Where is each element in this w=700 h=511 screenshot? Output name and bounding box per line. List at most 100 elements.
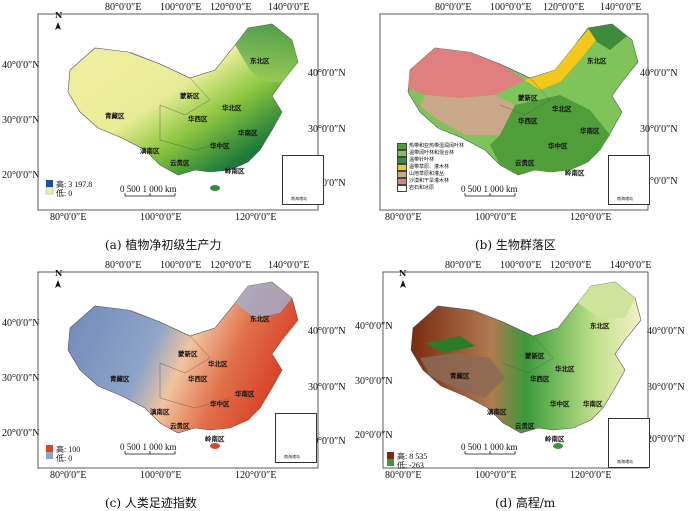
region-dongbei: 东北区 bbox=[587, 57, 607, 65]
scale-bar-label: 0 500 1 000 km bbox=[120, 184, 177, 194]
region-huaxi: 华西区 bbox=[188, 375, 208, 383]
legend-item-desert: 沙漠和干旱灌木林 bbox=[397, 178, 464, 185]
map-elevation bbox=[382, 271, 649, 469]
legend-item-rock-ice: 岩石和冰原 bbox=[397, 185, 464, 192]
region-lingnan: 岭南区 bbox=[545, 435, 565, 443]
coord-top-140: 140°0′0″E bbox=[610, 260, 652, 271]
coord-top-100: 100°0′0″E bbox=[490, 2, 532, 13]
legend-item-montane: 山地草原和灌丛 bbox=[397, 171, 464, 178]
region-qingzang: 青藏区 bbox=[450, 372, 470, 380]
panel-human-footprint: 80°0′0″E 100°0′0″E 120°0′0″E 140°0′0″E 4… bbox=[2, 258, 346, 488]
legend-item-temperate-conifer: 温带针叶林 bbox=[397, 157, 464, 164]
caption-a: (a) 植物净初级生产力 bbox=[105, 238, 222, 252]
coord-bottom-80: 80°0′0″E bbox=[385, 470, 422, 481]
legend-npp: 高: 3 197.8 低: 0 bbox=[56, 180, 92, 198]
coord-top-100: 100°0′0″E bbox=[160, 2, 202, 13]
legend-item-tropical: 热带和亚热带湿润阔叶林 bbox=[397, 143, 464, 150]
coord-bottom-80: 80°0′0″E bbox=[50, 470, 87, 481]
region-mengxin: 蒙新区 bbox=[525, 352, 545, 360]
legend-elevation: 高: 8 535 低: -263 bbox=[397, 452, 427, 470]
coord-left-30: 30°0′0″N bbox=[2, 373, 40, 384]
legend-biome: 热带和亚热带湿润阔叶林 温带阔叶林和混合林 温带针叶林 温带草原、灌木林 山地草… bbox=[397, 143, 464, 192]
scale-bar-label: 0 500 1 000 km bbox=[461, 442, 518, 452]
panel-npp: 80°0′0″E 100°0′0″E 120°0′0″E 140°0′0″E 4… bbox=[2, 0, 346, 230]
coord-top-120: 120°0′0″E bbox=[210, 2, 252, 13]
region-huaxi: 华西区 bbox=[518, 117, 538, 125]
legend-item-temperate-broadleaf: 温带阔叶林和混合林 bbox=[397, 150, 464, 157]
region-yungui: 云贵区 bbox=[170, 422, 190, 430]
region-huanan: 华南区 bbox=[235, 390, 255, 398]
region-dongbei: 东北区 bbox=[250, 57, 270, 65]
china-shape-a bbox=[67, 23, 299, 176]
south-sea-inset: 南海诸岛 bbox=[608, 418, 650, 468]
region-huaxi: 华西区 bbox=[530, 375, 550, 383]
region-huazhong: 华中区 bbox=[210, 400, 230, 408]
legend-item-temperate-grassland: 温带草原、灌木林 bbox=[397, 164, 464, 171]
coord-bottom-120: 120°0′0″E bbox=[570, 212, 612, 223]
coord-left-40: 40°0′0″N bbox=[2, 318, 40, 329]
legend-high: 高: 8 535 bbox=[397, 452, 428, 461]
caption-d: (d) 高程/m bbox=[495, 496, 556, 510]
coord-top-120: 120°0′0″E bbox=[550, 260, 592, 271]
coord-right-30: 30°0′0″N bbox=[308, 382, 346, 393]
coord-right-20: 20°0′0″N bbox=[308, 178, 346, 189]
coord-top-100: 100°0′0″E bbox=[160, 260, 202, 271]
region-huazhong: 华中区 bbox=[210, 142, 230, 150]
region-huazhong: 华中区 bbox=[550, 400, 570, 408]
region-mengxin: 蒙新区 bbox=[180, 92, 200, 100]
map-biome bbox=[379, 13, 649, 211]
coord-right-40: 40°0′0″N bbox=[308, 326, 346, 337]
region-diannan: 滇南区 bbox=[140, 147, 160, 155]
legend-low: 低: 0 bbox=[56, 454, 73, 463]
region-yungui: 云贵区 bbox=[170, 159, 190, 167]
caption-c: (c) 人类足迹指数 bbox=[105, 496, 197, 510]
region-huanan: 华南区 bbox=[580, 127, 600, 135]
region-yungui: 云贵区 bbox=[515, 159, 535, 167]
legend-high: 高: 100 bbox=[56, 445, 81, 454]
coord-bottom-80: 80°0′0″E bbox=[385, 212, 422, 223]
coord-top-80: 80°0′0″E bbox=[105, 2, 142, 13]
coord-right-30: 30°0′0″N bbox=[647, 382, 685, 393]
north-arrow-icon: N bbox=[55, 10, 63, 20]
coord-left-20: 20°0′0″N bbox=[2, 428, 40, 439]
map-human-footprint bbox=[37, 271, 319, 469]
coord-top-120: 120°0′0″E bbox=[543, 2, 585, 13]
legend-high: 高: 3 197.8 bbox=[56, 180, 93, 189]
map-npp bbox=[37, 13, 319, 211]
coord-left-20: 20°0′0″N bbox=[2, 170, 40, 181]
region-huabei: 华北区 bbox=[552, 105, 572, 113]
panel-elevation: 80°0′0″E 100°0′0″E 120°0′0″E 140°0′0″E 4… bbox=[355, 258, 685, 488]
coord-left-40: 40°0′0″N bbox=[2, 60, 40, 71]
region-yungui: 云贵区 bbox=[515, 422, 535, 430]
coord-right-30: 30°0′0″N bbox=[640, 124, 678, 135]
coord-right-20: 20°0′0″N bbox=[647, 434, 685, 445]
coord-top-80: 80°0′0″E bbox=[105, 260, 142, 271]
coord-top-100: 100°0′0″E bbox=[500, 260, 542, 271]
region-lingnan: 岭南区 bbox=[205, 435, 225, 443]
region-huazhong: 华中区 bbox=[548, 142, 568, 150]
region-lingnan: 岭南区 bbox=[565, 169, 585, 177]
region-qingzang: 青藏区 bbox=[105, 112, 125, 120]
coord-top-140: 140°0′0″E bbox=[268, 260, 310, 271]
south-sea-inset: 南海诸岛 bbox=[282, 155, 324, 205]
legend-human-footprint: 高: 100 低: 0 bbox=[56, 445, 80, 463]
south-sea-inset: 南海诸岛 bbox=[275, 413, 317, 463]
coord-right-30: 30°0′0″N bbox=[308, 124, 346, 135]
coord-top-80: 80°0′0″E bbox=[435, 2, 472, 13]
region-diannan: 滇南区 bbox=[150, 408, 170, 416]
north-arrow-icon: N bbox=[55, 268, 63, 278]
caption-b: (b) 生物群落区 bbox=[475, 238, 556, 252]
coord-left-30: 30°0′0″N bbox=[355, 376, 393, 387]
coord-right-20: 20°0′0″N bbox=[308, 436, 346, 447]
region-huabei: 华北区 bbox=[208, 360, 228, 368]
coord-bottom-120: 120°0′0″E bbox=[570, 470, 612, 481]
north-arrow-icon: N bbox=[399, 268, 407, 278]
coord-top-140: 140°0′0″E bbox=[268, 2, 310, 13]
coord-bottom-100: 100°0′0″E bbox=[140, 470, 182, 481]
coord-top-80: 80°0′0″E bbox=[445, 260, 482, 271]
region-huaxi: 华西区 bbox=[188, 115, 208, 123]
region-huabei: 华北区 bbox=[555, 365, 575, 373]
region-mengxin: 蒙新区 bbox=[178, 350, 198, 358]
coord-right-40: 40°0′0″N bbox=[647, 326, 685, 337]
region-dongbei: 东北区 bbox=[590, 322, 610, 330]
